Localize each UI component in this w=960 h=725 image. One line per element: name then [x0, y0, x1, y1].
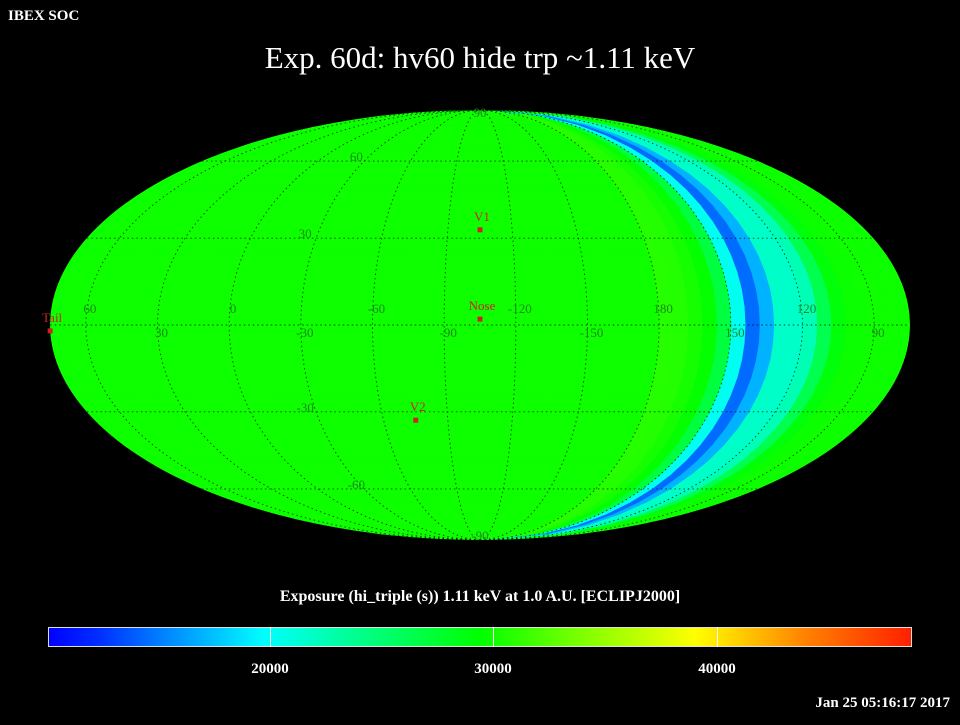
- heatmap-cell: [684, 289, 702, 308]
- heatmap-cell: [743, 306, 760, 326]
- heatmap-cell: [772, 306, 789, 326]
- corner-label: IBEX SOC: [8, 8, 80, 24]
- colorbar-label: Exposure (hi_triple (s)) 1.11 keV at 1.0…: [279, 588, 681, 605]
- longitude-label: -60: [368, 301, 385, 316]
- heatmap-cell: [743, 324, 760, 344]
- heatmap-cell: [686, 324, 703, 344]
- heatmap-cell: [815, 306, 832, 326]
- longitude-label: 60: [83, 301, 96, 316]
- heatmap-cell: [684, 342, 702, 361]
- heatmap-cell: [829, 324, 846, 344]
- longitude-gridline: [372, 110, 481, 540]
- longitude-label: -30: [296, 325, 313, 340]
- marker-v2: [413, 417, 419, 423]
- marker-nose: [477, 316, 483, 322]
- colorbar-tick: [717, 627, 718, 647]
- heatmap-cell: [701, 324, 717, 344]
- longitude-label: 30: [155, 325, 168, 340]
- colorbar: [48, 627, 912, 647]
- heatmap-cell: [670, 342, 688, 361]
- marker-v1: [477, 227, 483, 233]
- heatmap-cell: [727, 342, 745, 361]
- chart-title: Exp. 60d: hv60 hide trp ~1.11 keV: [264, 40, 696, 75]
- heatmap-cell: [815, 324, 832, 344]
- longitude-label: 180: [653, 301, 673, 316]
- latitude-label: -30: [297, 400, 314, 415]
- heatmap-cell: [843, 306, 861, 326]
- heatmap-cell: [672, 324, 689, 344]
- longitude-label: 120: [797, 301, 817, 316]
- colorbar-tick-label: 40000: [698, 661, 736, 677]
- marker-tail: [47, 328, 53, 334]
- longitude-label: -120: [508, 301, 532, 316]
- longitude-label: -150: [580, 325, 604, 340]
- marker-label: V2: [410, 399, 426, 414]
- heatmap-cell: [653, 271, 672, 291]
- heatmap-cell: [758, 324, 775, 344]
- heatmap-cell: [698, 342, 717, 361]
- heatmap-cell: [729, 306, 746, 326]
- colorbar-tick: [270, 627, 271, 647]
- longitude-gridline: [479, 110, 875, 540]
- latitude-label: 60: [350, 149, 363, 164]
- marker-label: Nose: [469, 298, 496, 313]
- latitude-label: -60: [348, 477, 365, 492]
- heatmap-cell: [701, 306, 717, 326]
- heatmap-cell: [656, 342, 674, 361]
- longitude-gridline: [479, 110, 517, 540]
- longitude-gridline: [85, 110, 481, 540]
- heatmap-cell: [727, 289, 745, 308]
- heatmap-cell: [698, 289, 717, 308]
- heatmap-cell: [886, 306, 904, 326]
- longitude-gridline: [479, 110, 803, 540]
- longitude-gridline: [479, 110, 588, 540]
- latitude-label: 30: [299, 226, 312, 241]
- colorbar-tick-label: 30000: [474, 661, 512, 677]
- longitude-label: 0: [230, 301, 237, 316]
- heatmap-cell: [786, 324, 803, 344]
- heatmap-cell: [843, 324, 861, 344]
- heatmap-cell: [672, 306, 689, 326]
- longitude-label: -90: [439, 325, 456, 340]
- marker-label: Tail: [42, 310, 62, 325]
- latitude-label: -90: [471, 528, 488, 543]
- marker-label: V1: [474, 209, 490, 224]
- heatmap-cell: [653, 359, 672, 379]
- longitude-gridline: [443, 110, 481, 540]
- heatmap-cell: [886, 324, 904, 344]
- heatmap-cell: [712, 289, 731, 308]
- heatmap-cell: [858, 306, 875, 326]
- heatmap-cell: [872, 306, 889, 326]
- heatmap-cell: [772, 324, 789, 344]
- heatmap-cell: [670, 289, 688, 308]
- heatmap-cell: [686, 306, 703, 326]
- heatmap-cell: [479, 110, 526, 117]
- latitude-label: 90: [474, 105, 487, 120]
- longitude-gridline: [157, 110, 481, 540]
- longitude-label: 90: [872, 325, 885, 340]
- heatmap-cell: [801, 324, 818, 344]
- heatmap-cell: [658, 324, 674, 344]
- timestamp: Jan 25 05:16:17 2017: [815, 695, 950, 711]
- colorbar-tick-label: 20000: [251, 661, 289, 677]
- heatmap-cell: [715, 306, 732, 326]
- heatmap-cell: [758, 306, 775, 326]
- colorbar-tick: [493, 627, 494, 647]
- heatmap-cell: [829, 306, 846, 326]
- longitude-label: 150: [725, 325, 745, 340]
